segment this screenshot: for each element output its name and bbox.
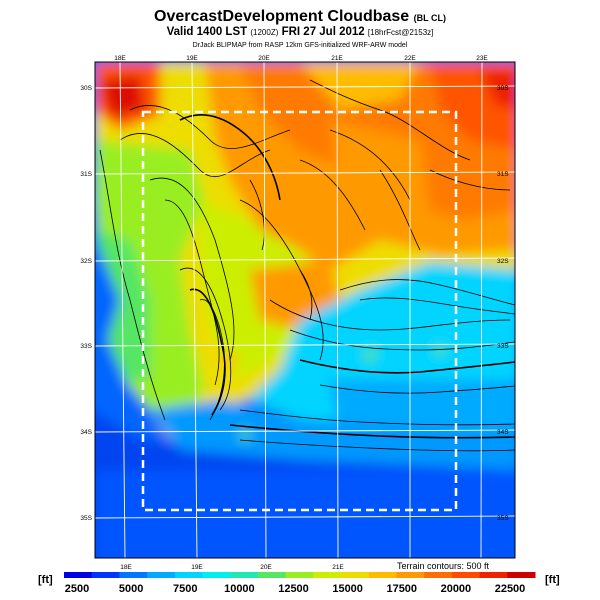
- colorbar-tick-label: 10000: [224, 583, 255, 595]
- right-lat-label: 34S: [497, 429, 509, 436]
- colorbar-swatch: [91, 572, 120, 578]
- colorbar-tick-label: 2500: [65, 583, 89, 595]
- colorbar-tick-label: 20000: [441, 583, 472, 595]
- colorbar-tick-label: 15000: [332, 583, 363, 595]
- colorbar-swatch: [202, 572, 231, 578]
- model-credit: DrJack BLIPMAP from RASP 12km GFS-initia…: [192, 42, 408, 49]
- colorbar-tick-label: 7500: [173, 583, 197, 595]
- graticule: [95, 62, 515, 558]
- top-lon-label: 19E: [186, 55, 198, 62]
- colorbar-swatch: [424, 572, 453, 578]
- right-lat-label: 33S: [497, 343, 509, 350]
- left-lat-label: 33S: [80, 343, 92, 350]
- top-lon-label: 21E: [331, 55, 343, 62]
- colorbar-swatch: [147, 572, 176, 578]
- field-layer: [95, 62, 515, 558]
- map-title: OvercastDevelopment Cloudbase (BL CL): [154, 8, 446, 25]
- colorbar-swatch: [119, 572, 148, 578]
- left-lat-label: 30S: [80, 85, 92, 92]
- bottom-lon-label: 20E: [260, 564, 272, 571]
- colorbar-swatch: [451, 572, 481, 578]
- colorbar-blocks: [64, 572, 536, 578]
- unit-label-left: [ft]: [38, 574, 53, 586]
- colorbar-swatch: [341, 572, 370, 578]
- colorbar-swatch: [368, 572, 397, 578]
- colorbar-tick-label: 17500: [386, 583, 417, 595]
- colorbar-swatch: [479, 572, 508, 578]
- unit-label-right: [ft]: [545, 574, 560, 586]
- colorbar-swatch: [507, 572, 536, 578]
- terrain-contour-note: Terrain contours: 500 ft: [397, 561, 490, 571]
- inner-domain-box: [141, 110, 458, 512]
- top-lon-label: 20E: [258, 55, 270, 62]
- right-lat-label: 35S: [497, 515, 509, 522]
- right-lat-label: 30S: [497, 85, 509, 92]
- left-lat-label: 35S: [80, 515, 92, 522]
- top-lon-label: 18E: [114, 55, 126, 62]
- colorbar-swatch: [257, 572, 287, 578]
- colorbar-tick-label: 5000: [119, 583, 143, 595]
- map-frame: [94, 61, 516, 559]
- left-lat-label: 32S: [80, 258, 92, 265]
- colorbar-tick-label: 12500: [278, 583, 309, 595]
- colorbar-swatch: [313, 572, 342, 578]
- right-lat-label: 32S: [497, 258, 509, 265]
- bottom-lon-label: 21E: [332, 564, 344, 571]
- colorbar-swatch: [396, 572, 425, 578]
- colorbar-tick-label: 22500: [495, 583, 526, 595]
- top-lon-label: 23E: [476, 55, 488, 62]
- bottom-lon-label: 19E: [191, 564, 203, 571]
- left-lat-label: 34S: [80, 429, 92, 436]
- valid-time: Valid 1400 LST (1200Z) FRI 27 Jul 2012 […: [166, 26, 434, 38]
- colorbar-swatch: [285, 572, 314, 578]
- colorbar-swatch: [64, 572, 93, 578]
- top-lon-label: 22E: [404, 55, 416, 62]
- right-lat-label: 31S: [497, 171, 509, 178]
- bottom-lon-label: 18E: [120, 564, 132, 571]
- left-lat-label: 31S: [80, 171, 92, 178]
- colorbar-swatch: [174, 572, 204, 578]
- colorbar-swatch: [230, 572, 259, 578]
